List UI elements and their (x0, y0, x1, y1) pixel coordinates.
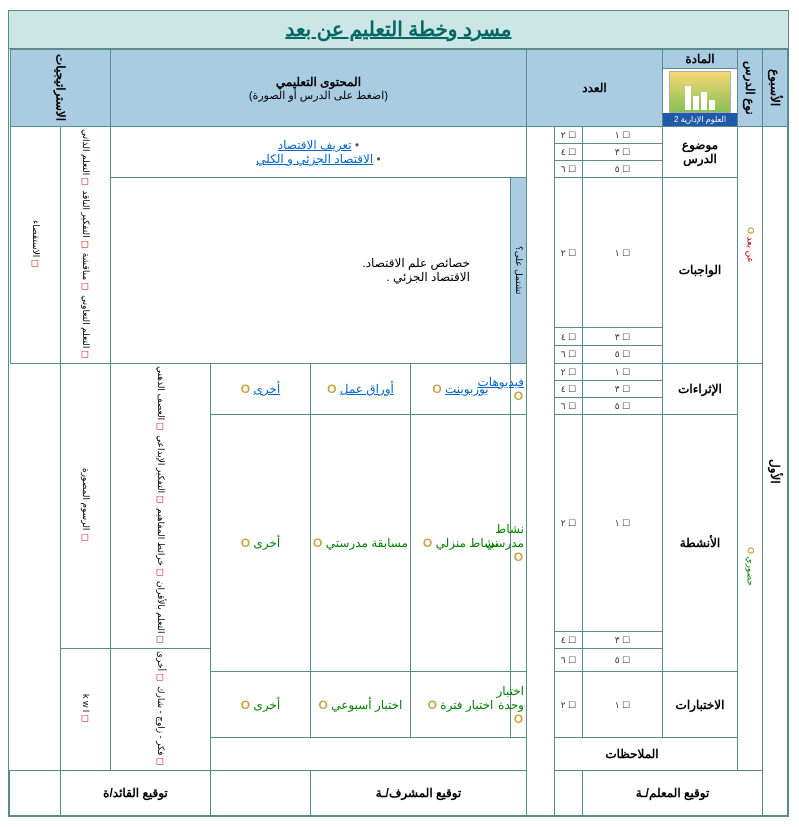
sig-teacher-space[interactable] (526, 770, 582, 815)
label-presence: حضوري O (738, 363, 763, 770)
chk-2[interactable]: ٢ (555, 127, 583, 144)
enrich-1[interactable]: فيديوهات O (510, 363, 526, 414)
hdr-lesson-type: نوع الدرس (738, 50, 763, 127)
test-2[interactable]: اختبار فترة O (410, 672, 510, 737)
row-homework: الواجبات (663, 178, 738, 364)
chk-1[interactable]: ١ (583, 127, 663, 144)
hdr-strategies: الاستراتيجيات (10, 50, 110, 127)
act-4[interactable]: أخرى O (210, 414, 310, 672)
chk-5[interactable]: ٥ (583, 161, 663, 178)
enrich-4[interactable]: أخرى O (210, 363, 310, 414)
act-1[interactable]: نشاط مدرسي O (510, 414, 526, 672)
test-4[interactable]: أخرى O (210, 672, 310, 737)
plan-table: الأسبوع نوع الدرس المادة العدد المحتوى ا… (9, 49, 788, 816)
act-2[interactable]: نشاط منزلي O (410, 414, 510, 672)
row-enrichment: الإثراءات (663, 363, 738, 414)
row-tests: الاختبارات (663, 672, 738, 737)
topic-content: تعريف الاقتصاد الاقتصاد الجزئي و الكلي (110, 127, 526, 178)
row-activities: الأنشطة (663, 414, 738, 672)
subject-icon (669, 71, 731, 113)
sig-supervisor: توقيع المشرف/ـة (310, 770, 526, 815)
page-title: مسرد وخطة التعليم عن بعد (9, 11, 788, 49)
strat-col1: التعلم التعاوني مناقشة التفكير الناقد ال… (60, 127, 110, 364)
hdr-subject: المادة (663, 50, 738, 69)
link-econ-micro-macro[interactable]: الاقتصاد الجزئي و الكلي (256, 152, 373, 166)
strat-col1b: الاستقصاء (10, 127, 60, 364)
link-econ-def[interactable]: تعريف الاقتصاد (278, 138, 352, 152)
hdr-week: الأسبوع (763, 50, 788, 127)
notes-content[interactable] (110, 737, 526, 770)
hdr-content: المحتوى التعليمي (اضغط على الدرس أو الصو… (110, 50, 526, 127)
hdr-content-main: المحتوى التعليمي (113, 75, 524, 89)
week-value: الأول (763, 127, 788, 816)
subject-name: العلوم الإدارية 2 (663, 113, 737, 126)
subject-cell[interactable]: العلوم الإدارية 2 (663, 69, 738, 127)
row-topic: موضوع الدرس (663, 127, 738, 178)
strat-col2b: الرسوم المصورة (60, 363, 110, 648)
sig-leader-space[interactable] (10, 770, 61, 815)
chk-6[interactable]: ٦ (555, 161, 583, 178)
test-1[interactable]: اختبار وحدة O (510, 672, 526, 737)
act-3[interactable]: مسابقة مدرستي O (310, 414, 410, 672)
chk-3[interactable]: ٣ (583, 144, 663, 161)
enrich-2[interactable]: بوربوينت O (410, 363, 510, 414)
row-notes: الملاحظات (526, 737, 737, 770)
homework-content: خصائص علم الاقتصاد. الاقتصاد الجزئي . (110, 178, 510, 364)
enrich-3[interactable]: أوراق عمل O (310, 363, 410, 414)
hdr-count: العدد (526, 50, 662, 127)
hdr-content-sub: (اضغط على الدرس أو الصورة) (113, 89, 524, 102)
strat-col2: التعلم بالأقران خرائط المفاهيم التفكير ا… (110, 363, 210, 648)
sig-teacher: توقيع المعلم/ـة (583, 770, 763, 815)
includes-label: تشتمل على؟ (510, 178, 526, 364)
chk-4[interactable]: ٤ (555, 144, 583, 161)
sig-supervisor-space[interactable] (210, 770, 310, 815)
strat-col3b: k w l (60, 648, 110, 770)
test-3[interactable]: اختبار أسبوعي O (310, 672, 410, 737)
label-remote: عن بعد O (738, 127, 763, 364)
sig-leader: توقيع القائد/ة (60, 770, 210, 815)
